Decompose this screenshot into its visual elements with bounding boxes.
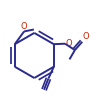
Text: O: O [83, 32, 89, 41]
Text: O: O [21, 22, 27, 31]
Text: O: O [65, 39, 72, 48]
